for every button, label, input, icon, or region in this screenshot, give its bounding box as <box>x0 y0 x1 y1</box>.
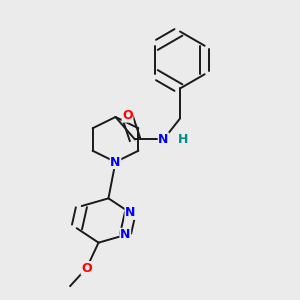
Text: N: N <box>110 155 121 169</box>
Text: H: H <box>178 133 188 146</box>
Text: O: O <box>81 262 92 275</box>
Text: N: N <box>158 133 169 146</box>
Text: N: N <box>120 229 130 242</box>
Text: O: O <box>122 109 133 122</box>
Text: N: N <box>125 206 136 219</box>
